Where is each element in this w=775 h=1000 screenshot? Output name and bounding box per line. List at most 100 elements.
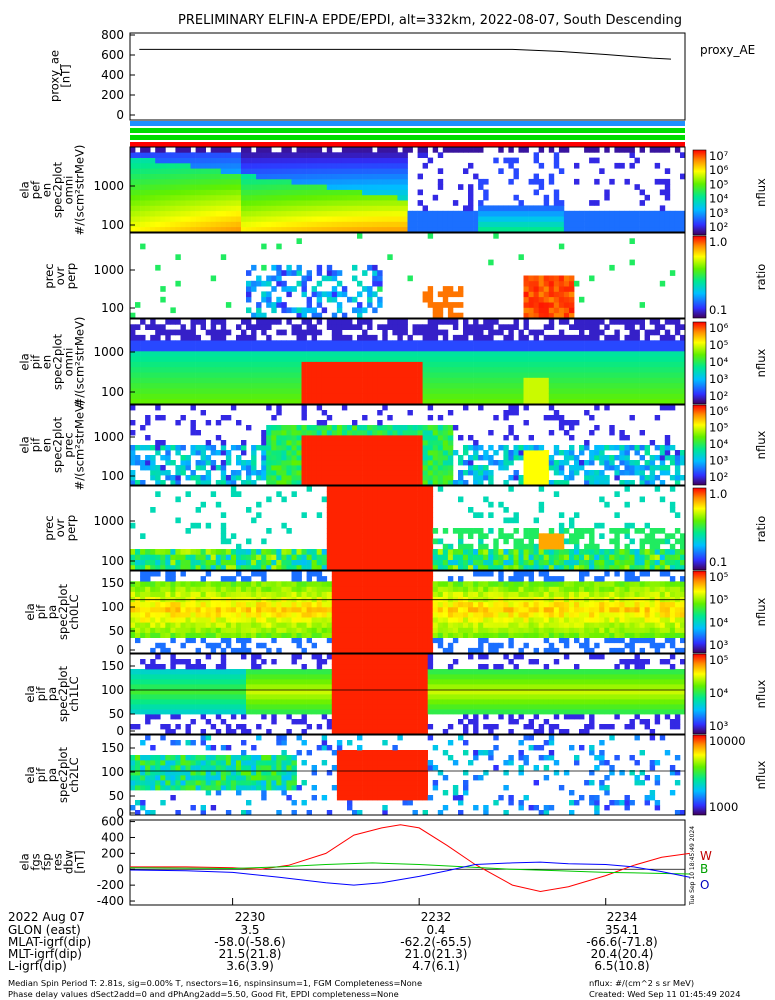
spectrogram-cell [150,455,156,461]
spectrogram-cell [271,388,277,394]
spectrogram-cell [614,345,620,352]
spectrogram-cell [498,226,504,233]
spectrogram-cell [150,162,156,169]
spectrogram-cell [220,324,227,330]
spectrogram-cell [316,460,323,466]
spectrogram-cell [225,147,232,153]
spectrogram-cell [594,480,600,486]
spectrogram-cell [407,554,413,560]
spectrogram-cell [170,345,176,352]
spectrogram-cell [432,470,439,476]
spectrogram-cell [417,345,423,352]
spectrogram-cell [331,393,338,400]
spectrogram-cell [135,366,141,373]
spectrogram-cell [246,291,252,298]
spectrogram-cell [377,522,383,529]
spectrogram-cell [452,210,459,217]
spectrogram-cell [584,549,590,555]
spectrogram-cell [175,147,181,153]
spectrogram-cell [336,216,343,222]
spectrogram-cell [412,372,418,378]
spectrogram-cell [367,465,373,471]
spectrogram-cell [584,221,590,228]
spectrogram-cell [367,372,373,378]
spectrogram-cell [382,366,388,373]
spectrogram-cell [387,147,393,153]
spectrogram-cell [432,226,439,233]
spectrogram-cell [347,496,353,503]
spectrogram-cell [639,475,645,481]
spectrogram-cell [674,393,681,400]
spectrogram-cell [452,291,459,298]
spectrogram-cell [649,538,656,545]
spectrogram-cell [347,564,353,571]
spectrogram-cell [664,440,671,446]
spectrogram-cell [331,496,338,503]
spectrogram-cell [220,450,227,456]
spectrogram-cell [654,361,661,368]
spectrogram-cell [498,382,504,389]
spectrogram-cell [538,286,545,292]
spectrogram-cell [140,366,146,373]
spectrogram-cell [170,329,176,336]
spectrogram-cell [296,264,302,271]
spectrogram-cell [538,226,545,233]
spectrogram-cell [306,460,312,466]
spectrogram-cell [276,361,282,368]
spectrogram-cell [523,147,529,153]
spectrogram-cell [155,194,161,201]
spectrogram-cell [362,152,368,158]
spectrogram-cell [377,173,383,180]
spectrogram-cell [589,356,595,362]
spectrogram-cell [341,440,348,446]
spectrogram-cell [463,382,469,389]
spectrogram-cell [341,147,348,153]
spectrogram-cell [518,382,524,389]
spectrogram-cell [372,435,378,441]
spectrogram-cell [437,470,444,476]
spectrogram-cell [407,350,413,357]
spectrogram-cell [569,393,575,400]
spectrogram-cell [357,319,363,325]
spectrogram-cell [261,345,267,352]
spectrogram-cell [230,178,237,185]
spectrogram-cell [407,398,413,405]
spectrogram-cell [619,435,625,441]
spectrogram-cell [458,480,464,486]
spectrogram-cell [155,445,161,451]
spectrogram-cell [296,280,302,287]
spectrogram-cell [569,221,575,228]
spectrogram-cell [523,382,529,389]
spectrogram-cell [220,319,227,325]
spectrogram-cell [210,152,217,158]
spectrogram-cell [241,226,247,233]
spectrogram-cell [654,564,661,571]
spectrogram-cell [261,450,267,456]
spectrogram-cell [246,296,252,303]
spectrogram-cell [558,398,565,405]
spectrogram-cell [175,210,181,217]
spectrogram-cell [619,350,625,357]
spectrogram-cell [382,440,388,446]
spectrogram-cell [478,528,484,534]
spectrogram-cell [619,216,625,222]
spectrogram-cell [205,475,212,481]
spectrogram-cell [165,455,171,461]
spectrogram-cell [276,465,282,471]
spectrogram-cell [609,340,615,346]
spectrogram-cell [372,275,378,282]
spectrogram-cell [468,460,474,466]
spectrogram-cell [397,517,403,524]
spectrogram-cell [160,221,166,228]
spectrogram-cell [649,564,656,571]
spectrogram-cell [664,361,671,368]
spectrogram-cell [135,157,141,164]
spectrogram-cell [326,491,333,497]
spectrogram-cell [281,388,287,394]
spectrogram-cell [452,398,459,405]
spectrogram-cell [200,366,206,373]
spectrogram-cell [296,475,302,481]
spectrogram-cell [659,189,666,196]
spectrogram-cell [246,345,252,352]
spectrogram-cell [316,184,323,190]
